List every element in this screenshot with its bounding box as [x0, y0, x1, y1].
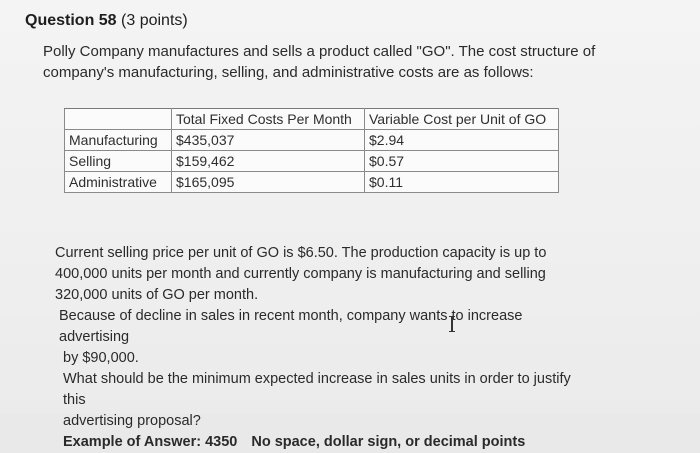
table-cell-category: Administrative [64, 171, 172, 193]
body-line: advertising proposal? [63, 413, 201, 429]
table-header-fixed: Total Fixed Costs Per Month [171, 108, 365, 130]
table-cell-fixed: $159,462 [171, 150, 365, 172]
table-cell-variable: $0.57 [364, 150, 559, 172]
table-cell-variable: $0.11 [364, 171, 559, 193]
table-cell-fixed: $435,037 [171, 129, 365, 151]
body-line: by $90,000. [63, 350, 139, 366]
body-line: Current selling price per unit of GO is … [55, 245, 547, 261]
table-header-row: Total Fixed Costs Per Month Variable Cos… [64, 108, 559, 130]
body-line: 400,000 units per month and currently co… [55, 266, 546, 282]
intro-line-1: Polly Company manufactures and sells a p… [43, 43, 596, 60]
question-number: Question 58 [25, 12, 117, 29]
body-line: Because of decline in sales in recent mo… [59, 308, 523, 345]
answer-format-line: Example of Answer: 4350 No space, dollar … [55, 432, 595, 453]
table-row: Administrative $165,095 $0.11 [64, 171, 559, 193]
answer-note: No space, dollar sign, or decimal points [251, 434, 526, 450]
body-line: 320,000 units of GO per month. [55, 287, 259, 303]
text-cursor-icon [449, 316, 455, 332]
answer-example: Example of Answer: 4350 [63, 434, 238, 450]
question-intro: Polly Company manufactures and sells a p… [43, 41, 603, 83]
body-line: What should be the minimum expected incr… [63, 371, 571, 408]
table-cell-fixed: $165,095 [171, 171, 365, 193]
table-cell-category: Selling [64, 150, 172, 172]
cost-table: Total Fixed Costs Per Month Variable Cos… [64, 108, 559, 193]
table-cell-variable: $2.94 [364, 129, 559, 151]
question-title: Question 58 (3 points) [25, 12, 188, 30]
table-header-blank [64, 108, 172, 130]
intro-line-2: company's manufacturing, selling, and ad… [43, 64, 534, 81]
table-row: Manufacturing $435,037 $2.94 [64, 129, 559, 151]
question-body: Current selling price per unit of GO is … [55, 243, 595, 453]
table-cell-category: Manufacturing [64, 129, 172, 151]
question-points: (3 points) [121, 12, 188, 29]
table-header-variable: Variable Cost per Unit of GO [364, 108, 559, 130]
table-row: Selling $159,462 $0.57 [64, 150, 559, 172]
